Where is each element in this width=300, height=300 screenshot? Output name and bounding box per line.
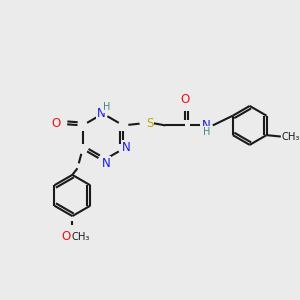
Text: H: H	[202, 127, 210, 137]
Text: N: N	[122, 141, 131, 154]
Text: N: N	[97, 107, 106, 120]
Text: N: N	[202, 119, 211, 132]
Text: N: N	[101, 157, 110, 170]
Text: O: O	[180, 93, 189, 106]
Text: O: O	[61, 230, 71, 243]
Text: CH₃: CH₃	[72, 232, 90, 242]
Text: CH₃: CH₃	[282, 132, 300, 142]
Text: S: S	[146, 117, 154, 130]
Text: H: H	[103, 102, 110, 112]
Text: O: O	[51, 118, 60, 130]
